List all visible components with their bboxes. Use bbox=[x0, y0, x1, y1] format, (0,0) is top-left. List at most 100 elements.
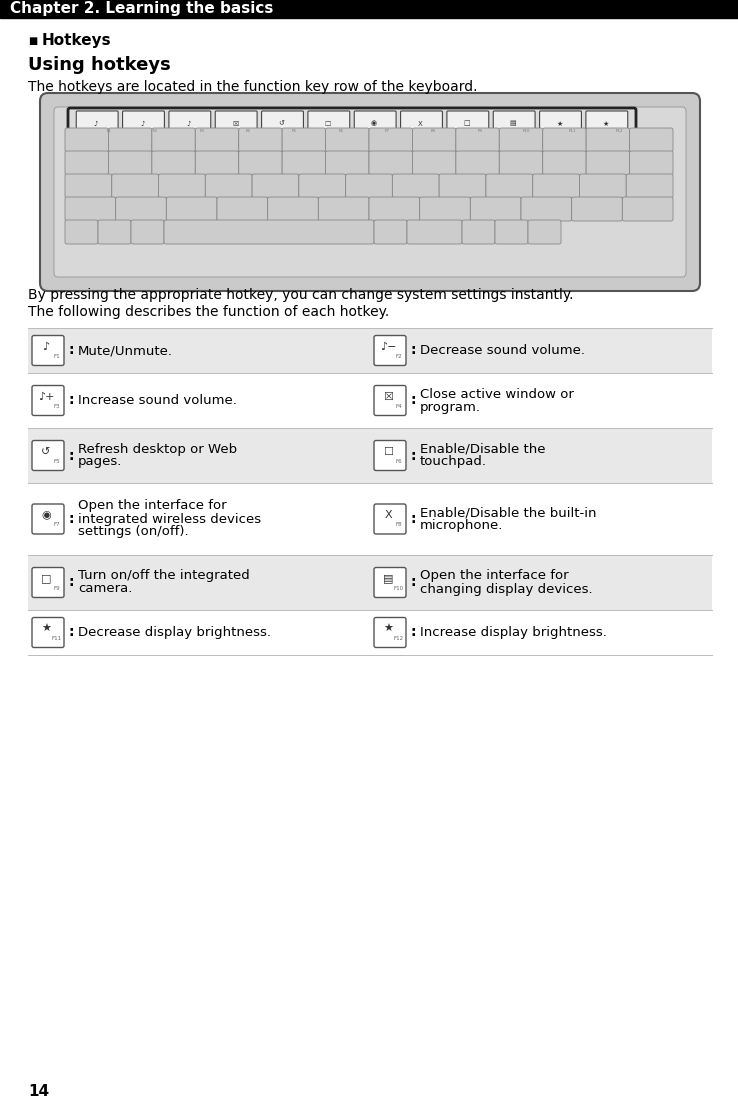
FancyBboxPatch shape bbox=[369, 128, 413, 152]
Text: Close active window or: Close active window or bbox=[420, 387, 574, 400]
FancyBboxPatch shape bbox=[539, 111, 582, 142]
Text: F4: F4 bbox=[396, 404, 402, 409]
FancyBboxPatch shape bbox=[413, 151, 456, 175]
FancyBboxPatch shape bbox=[68, 108, 636, 144]
Text: Open the interface for: Open the interface for bbox=[78, 500, 227, 513]
Text: ▤: ▤ bbox=[510, 120, 517, 127]
Text: F3: F3 bbox=[54, 404, 61, 409]
FancyBboxPatch shape bbox=[152, 151, 196, 175]
FancyBboxPatch shape bbox=[65, 174, 111, 199]
Text: F12: F12 bbox=[615, 129, 623, 133]
Text: F10: F10 bbox=[523, 129, 530, 133]
Text: ★: ★ bbox=[603, 120, 609, 127]
FancyBboxPatch shape bbox=[542, 151, 586, 175]
FancyBboxPatch shape bbox=[261, 111, 303, 142]
FancyBboxPatch shape bbox=[238, 151, 282, 175]
FancyBboxPatch shape bbox=[169, 111, 211, 142]
Bar bbox=[0, 0, 738, 18]
Text: Decrease display brightness.: Decrease display brightness. bbox=[78, 627, 271, 639]
Text: F11: F11 bbox=[52, 636, 62, 641]
Text: 14: 14 bbox=[28, 1083, 49, 1099]
Text: ↺: ↺ bbox=[41, 447, 51, 457]
FancyBboxPatch shape bbox=[32, 386, 64, 416]
Text: ♪: ♪ bbox=[140, 120, 145, 127]
Text: touchpad.: touchpad. bbox=[420, 456, 487, 469]
FancyBboxPatch shape bbox=[401, 111, 442, 142]
Text: integrated wireless devices: integrated wireless devices bbox=[78, 513, 261, 525]
FancyBboxPatch shape bbox=[579, 174, 627, 199]
FancyBboxPatch shape bbox=[282, 151, 325, 175]
FancyBboxPatch shape bbox=[354, 111, 396, 142]
Text: Mute/Unmute.: Mute/Unmute. bbox=[78, 344, 173, 357]
Bar bbox=[28, 483, 712, 555]
Text: changing display devices.: changing display devices. bbox=[420, 582, 593, 596]
FancyBboxPatch shape bbox=[572, 197, 622, 221]
Text: ☐: ☐ bbox=[383, 447, 393, 457]
FancyBboxPatch shape bbox=[622, 197, 673, 221]
Text: ◉: ◉ bbox=[41, 510, 51, 520]
Text: :: : bbox=[68, 394, 74, 407]
FancyBboxPatch shape bbox=[374, 386, 406, 416]
Text: ★: ★ bbox=[383, 623, 393, 633]
Text: □: □ bbox=[463, 120, 470, 127]
FancyBboxPatch shape bbox=[470, 197, 521, 221]
Text: ♪: ♪ bbox=[43, 342, 49, 352]
Text: Using hotkeys: Using hotkeys bbox=[28, 56, 170, 74]
Text: F9: F9 bbox=[477, 129, 483, 133]
Text: F2: F2 bbox=[153, 129, 158, 133]
FancyBboxPatch shape bbox=[318, 197, 369, 221]
FancyBboxPatch shape bbox=[32, 568, 64, 598]
Text: :: : bbox=[410, 576, 415, 589]
Text: F7: F7 bbox=[54, 523, 61, 527]
FancyBboxPatch shape bbox=[65, 151, 108, 175]
FancyBboxPatch shape bbox=[486, 174, 533, 199]
FancyBboxPatch shape bbox=[369, 197, 420, 221]
Bar bbox=[28, 610, 712, 655]
FancyBboxPatch shape bbox=[217, 197, 268, 221]
Text: Hotkeys: Hotkeys bbox=[42, 33, 111, 49]
Text: F7: F7 bbox=[384, 129, 390, 133]
FancyBboxPatch shape bbox=[325, 128, 369, 152]
Text: pages.: pages. bbox=[78, 456, 123, 469]
Text: settings (on/off).: settings (on/off). bbox=[78, 525, 189, 538]
Text: X: X bbox=[418, 120, 423, 127]
Text: ☒: ☒ bbox=[232, 120, 238, 127]
FancyBboxPatch shape bbox=[500, 128, 542, 152]
FancyBboxPatch shape bbox=[98, 219, 131, 244]
FancyBboxPatch shape bbox=[40, 93, 700, 291]
Text: F8: F8 bbox=[431, 129, 436, 133]
FancyBboxPatch shape bbox=[456, 128, 500, 152]
FancyBboxPatch shape bbox=[393, 174, 439, 199]
Text: :: : bbox=[68, 512, 74, 526]
Text: microphone.: microphone. bbox=[420, 520, 503, 532]
FancyBboxPatch shape bbox=[238, 128, 282, 152]
FancyBboxPatch shape bbox=[521, 197, 572, 221]
FancyBboxPatch shape bbox=[413, 128, 456, 152]
FancyBboxPatch shape bbox=[299, 174, 345, 199]
FancyBboxPatch shape bbox=[131, 219, 164, 244]
FancyBboxPatch shape bbox=[627, 174, 673, 199]
FancyBboxPatch shape bbox=[111, 174, 159, 199]
Text: Refresh desktop or Web: Refresh desktop or Web bbox=[78, 442, 237, 456]
Text: Decrease sound volume.: Decrease sound volume. bbox=[420, 344, 585, 357]
Text: ☐: ☐ bbox=[325, 120, 331, 127]
Text: Open the interface for: Open the interface for bbox=[420, 569, 568, 582]
Text: F4: F4 bbox=[246, 129, 251, 133]
Text: :: : bbox=[410, 449, 415, 462]
FancyBboxPatch shape bbox=[407, 219, 462, 244]
Text: ★: ★ bbox=[41, 623, 51, 633]
Text: :: : bbox=[410, 343, 415, 357]
FancyBboxPatch shape bbox=[108, 151, 152, 175]
Text: F1: F1 bbox=[54, 354, 61, 358]
FancyBboxPatch shape bbox=[32, 335, 64, 365]
Text: X: X bbox=[384, 510, 392, 520]
Text: F2: F2 bbox=[396, 354, 402, 358]
FancyBboxPatch shape bbox=[586, 128, 630, 152]
Text: ♪+: ♪+ bbox=[38, 392, 55, 401]
Text: :: : bbox=[68, 449, 74, 462]
FancyBboxPatch shape bbox=[374, 440, 406, 471]
Text: Enable/Disable the: Enable/Disable the bbox=[420, 442, 545, 456]
Text: Enable/Disable the built-in: Enable/Disable the built-in bbox=[420, 506, 596, 520]
FancyBboxPatch shape bbox=[268, 197, 318, 221]
FancyBboxPatch shape bbox=[500, 151, 542, 175]
